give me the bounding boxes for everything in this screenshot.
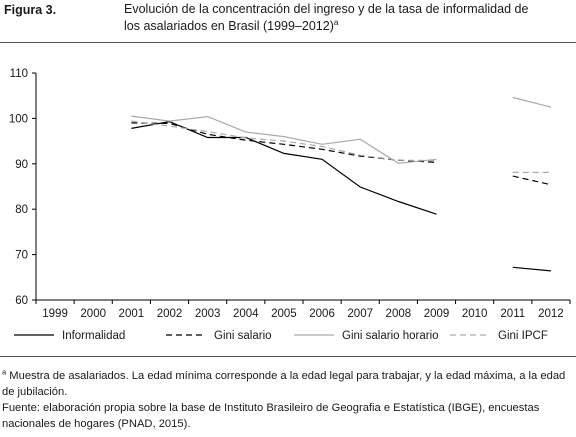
figure-notes: a Muestra de asalariados. La edad mínima… [2, 368, 574, 432]
source-note: Fuente: elaboración propia sobre la base… [2, 402, 540, 430]
series-line [131, 122, 437, 163]
figure-title: Evolución de la concentración del ingres… [124, 1, 572, 35]
series-line [131, 115, 437, 164]
legend-label: Gini IPCF [498, 330, 548, 342]
legend-label: Gini salario [214, 330, 272, 342]
series-gini-salario [131, 122, 552, 186]
x-tick-label: 2009 [424, 308, 450, 320]
y-tick-label: 110 [10, 68, 28, 80]
series-line [131, 120, 437, 162]
x-tick-label: 2005 [271, 308, 297, 320]
footnote-text: Muestra de asalariados. La edad mínima c… [2, 370, 566, 398]
x-tick-label: 2004 [233, 308, 259, 320]
x-tick-label: 2001 [119, 308, 145, 320]
series-informalidad [131, 120, 551, 272]
x-tick-label: 1999 [42, 308, 68, 320]
line-chart: 60 70 80 90 100 110 1999 2000 2001 2002 2003 2004 20… [9, 68, 571, 342]
x-tick-label: 2007 [347, 308, 373, 320]
x-tick-label: 2011 [500, 308, 525, 320]
x-tick-label: 2003 [195, 308, 221, 320]
x-tick-label: 2008 [386, 308, 412, 320]
figure-title-footnote-mark: a [333, 17, 339, 27]
figure-title-line2: los asalariados en Brasil (1999–2012) [124, 19, 334, 33]
x-tick-label: 2010 [462, 308, 488, 320]
x-tick-label: 2012 [538, 308, 564, 320]
legend-label: Informalidad [62, 330, 125, 342]
legend-label: Gini salario horario [342, 330, 439, 342]
y-tick-label: 80 [15, 204, 28, 216]
legend: Informalidad Gini salario Gini salario hor… [14, 330, 548, 342]
chart-bottom-rule [0, 356, 576, 357]
y-tick-label: 100 [9, 113, 28, 125]
x-tick-label: 2006 [309, 308, 335, 320]
top-rule [0, 42, 576, 43]
x-tick-label: 2000 [80, 308, 106, 320]
y-tick-label: 70 [15, 250, 28, 262]
y-tick-label: 90 [15, 159, 28, 171]
series-gini-ipcf [131, 120, 551, 173]
plot-area: 60 70 80 90 100 110 1999 2000 2001 2002 2003 2004 20… [9, 68, 571, 320]
series-line [512, 175, 552, 186]
series-line [512, 266, 551, 272]
series-gini-salario-horario [131, 96, 552, 164]
y-tick-label: 60 [15, 295, 28, 307]
series-line [131, 120, 437, 215]
figure-title-line1: Evolución de la concentración del ingres… [124, 2, 529, 16]
footnote: a Muestra de asalariados. La edad mínima… [2, 368, 574, 400]
series-line [512, 96, 552, 108]
x-tick-label: 2002 [157, 308, 183, 320]
footnote-mark: a [2, 367, 7, 377]
figure-label: Figura 3. [4, 3, 57, 17]
